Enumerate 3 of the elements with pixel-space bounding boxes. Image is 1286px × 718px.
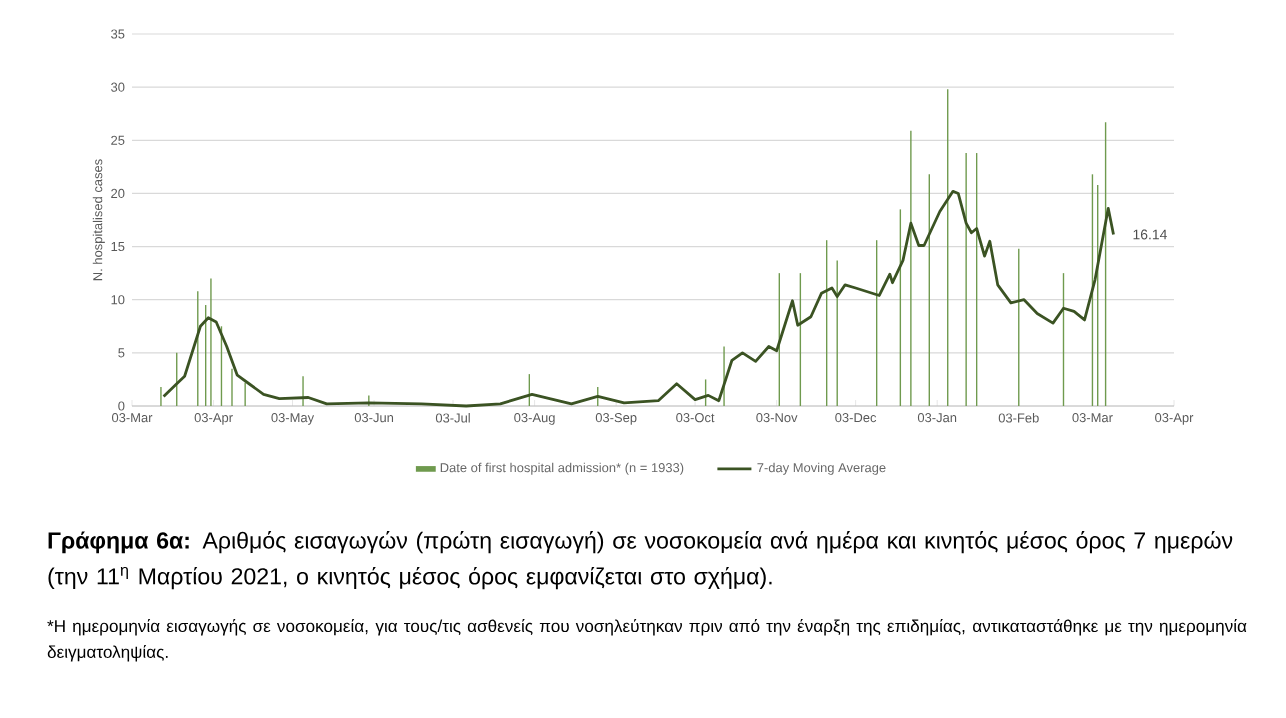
line-series [162,189,1115,408]
text: *Η ημερομηνία εισαγωγής σε νοσοκομεία, για τους/τις ασθενείς που νοσηλεύτηκαν πριν από την έναρξη της επιδημίας, αντικαταστάθηκε με την ημερομηνία δειγματοληψίας. [47,619,1247,662]
text: Γράφημα 6α: Αριθμός εισαγωγών (πρώτη εισαγωγή) σε νοσοκομεία ανά ημέρα και κινητός μέσος όρος 7 ημερών (την 11$^{η}$ Μαρτίου 2021, ο κινητός μέσος όρος εμφανίζεται στο σχήμα). [48,531,1233,590]
